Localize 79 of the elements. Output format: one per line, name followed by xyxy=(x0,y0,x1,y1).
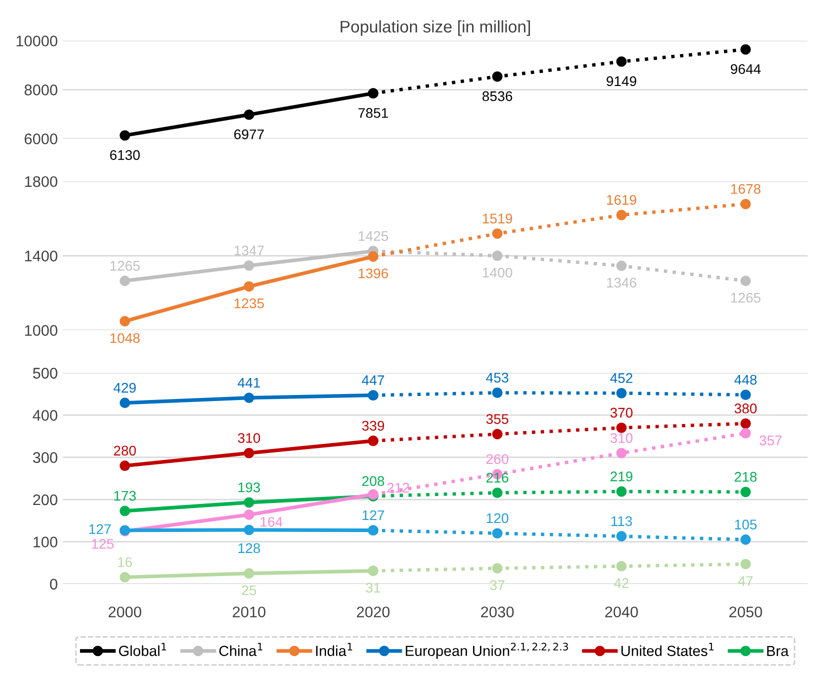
data-label: 113 xyxy=(611,516,632,526)
data-label: 1347 xyxy=(234,246,264,256)
data-label: 310 xyxy=(238,433,260,443)
y-tick-label: 100 xyxy=(34,536,58,548)
y-tick-label: 1400 xyxy=(25,250,58,262)
data-label: 1346 xyxy=(607,278,636,288)
y-tick-label: 200 xyxy=(33,494,58,506)
data-label: 127 xyxy=(89,524,111,534)
data-label: 218 xyxy=(734,472,757,482)
data-label: 1425 xyxy=(358,231,388,241)
data-label: 448 xyxy=(734,374,757,385)
data-label: 447 xyxy=(362,375,384,385)
legend-label: China$^{1}$ xyxy=(219,642,262,656)
data-label: 127 xyxy=(362,510,384,520)
y-tick-label: 400 xyxy=(32,410,58,421)
data-label: 164 xyxy=(260,516,282,527)
data-label: 105 xyxy=(735,520,757,530)
data-label: 7851 xyxy=(358,108,388,118)
data-label: 1678 xyxy=(731,184,760,194)
data-label: 16 xyxy=(118,557,132,568)
data-label: 1265 xyxy=(110,260,140,271)
data-label: 1619 xyxy=(607,195,636,205)
data-label: 128 xyxy=(238,543,260,554)
y-tick-label: 0 xyxy=(50,578,58,590)
x-tick-label: 2040 xyxy=(605,606,638,618)
data-label: 37 xyxy=(490,580,504,590)
x-tick-label: 2020 xyxy=(356,606,390,618)
data-label: 357 xyxy=(760,435,782,446)
data-label: 1265 xyxy=(731,292,760,303)
y-tick-label: 500 xyxy=(33,368,58,379)
data-label: 453 xyxy=(486,372,508,383)
data-label: 173 xyxy=(114,490,136,501)
chart-title: Population size [in million] xyxy=(340,20,530,36)
data-label: 6130 xyxy=(110,150,140,160)
data-label: 355 xyxy=(486,414,508,424)
x-tick-label: 2000 xyxy=(108,606,142,618)
data-label: 47 xyxy=(738,576,753,586)
data-label: 1048 xyxy=(110,333,140,344)
data-label: 125 xyxy=(92,538,114,549)
legend-label: Global$^{1}$ xyxy=(118,642,166,656)
data-label: 9644 xyxy=(730,64,761,74)
legend-label: United States$^{1}$ xyxy=(621,642,714,656)
data-label: 212 xyxy=(387,482,410,492)
data-label: 1400 xyxy=(482,268,512,278)
y-tick-label: 6000 xyxy=(24,133,58,144)
data-label: 216 xyxy=(486,472,508,483)
x-tick-label: 2050 xyxy=(729,606,762,618)
y-tick-label: 1800 xyxy=(25,176,58,188)
x-tick-label: 2010 xyxy=(232,606,266,618)
data-label: 280 xyxy=(114,446,136,456)
data-label: 9149 xyxy=(606,76,636,86)
legend-label: Bra xyxy=(767,646,789,656)
data-label: 42 xyxy=(614,578,628,588)
legend-label: European Union$^{2.1,2.2,2.3}$ xyxy=(406,642,568,659)
data-label: 31 xyxy=(366,582,380,593)
data-label: 8536 xyxy=(482,91,512,102)
y-tick-label: 10000 xyxy=(16,36,58,46)
legend-label: India$^{1}$ xyxy=(316,642,352,656)
data-label: 193 xyxy=(238,482,260,492)
data-label: 441 xyxy=(238,378,260,388)
data-label: 6977 xyxy=(234,129,264,140)
x-tick-label: 2030 xyxy=(481,606,514,618)
data-label: 260 xyxy=(486,454,508,464)
data-label: 310 xyxy=(610,433,633,443)
data-label: 208 xyxy=(362,476,384,486)
data-label: 1235 xyxy=(234,298,264,308)
data-label: 219 xyxy=(610,472,632,482)
data-label: 120 xyxy=(486,513,508,524)
data-label: 380 xyxy=(734,404,757,414)
data-label: 1396 xyxy=(358,268,388,278)
y-tick-label: 300 xyxy=(33,452,58,464)
data-label: 429 xyxy=(114,382,136,393)
y-tick-label: 8000 xyxy=(24,84,58,96)
data-label: 1519 xyxy=(482,214,512,224)
data-label: 339 xyxy=(362,420,384,431)
data-label: 25 xyxy=(242,585,256,596)
data-label: 370 xyxy=(610,408,633,418)
data-label: 452 xyxy=(610,373,632,384)
y-tick-label: 1000 xyxy=(25,325,58,336)
